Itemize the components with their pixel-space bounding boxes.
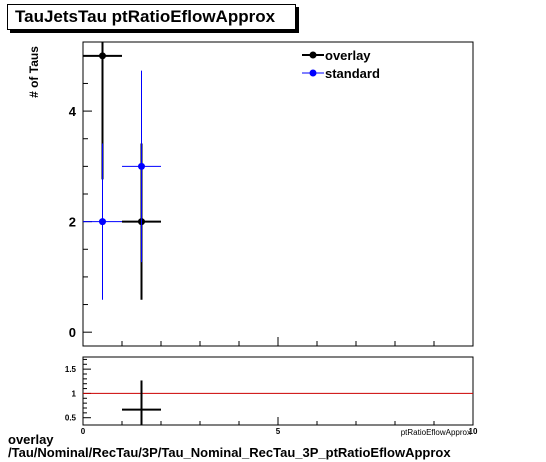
legend-label-standard: standard <box>325 66 380 81</box>
ratio-y-tick-label: 1 <box>72 389 77 398</box>
legend-label-overlay: overlay <box>325 48 371 63</box>
marker <box>99 218 106 226</box>
ratio-y-tick-label: 0.5 <box>65 414 77 423</box>
y-tick-label: 4 <box>69 104 77 119</box>
legend-marker <box>309 69 317 77</box>
legend-marker <box>309 51 317 59</box>
footer-label: overlay <box>8 432 54 447</box>
ratio-y-tick-label: 1.5 <box>65 365 77 374</box>
chart-title-box: TauJetsTau ptRatioEflowApprox <box>7 4 296 30</box>
data-point-standard <box>122 70 161 263</box>
x-axis-label: ptRatioEflowApprox <box>401 428 471 437</box>
y-tick-label: 2 <box>69 215 76 230</box>
marker <box>99 52 106 60</box>
footer-path: /Tau/Nominal/RecTau/3P/Tau_Nominal_RecTa… <box>8 445 451 460</box>
ratio-x-tick-label: 0 <box>81 427 86 436</box>
y-axis-label: # of Taus <box>27 46 41 98</box>
ratio-x-tick-label: 5 <box>276 427 281 436</box>
marker <box>138 162 145 170</box>
ratio-data-point <box>122 380 161 425</box>
ratio-x-tick-label: 10 <box>469 427 478 436</box>
chart-title: TauJetsTau ptRatioEflowApprox <box>15 7 276 26</box>
legend: overlay standard <box>302 48 380 81</box>
data-point-standard <box>83 143 122 300</box>
y-tick-label: 0 <box>69 325 76 340</box>
